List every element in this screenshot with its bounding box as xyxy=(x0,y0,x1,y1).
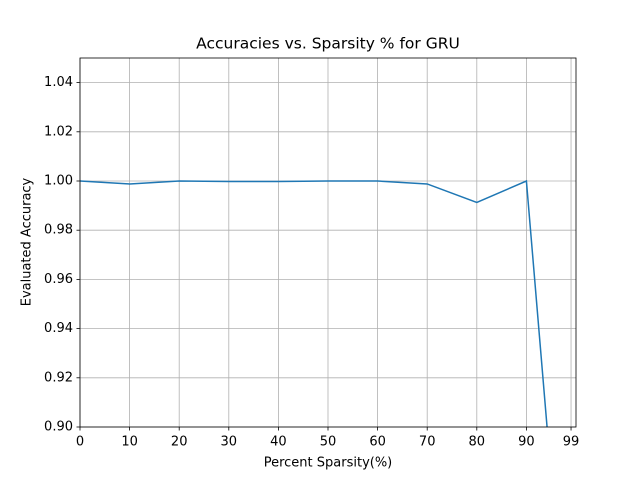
x-tick-label: 90 xyxy=(518,435,535,450)
y-tick-label: 1.00 xyxy=(44,174,73,189)
x-tick-label: 10 xyxy=(121,435,138,450)
x-tick-label: 99 xyxy=(563,435,580,450)
x-tick-label: 0 xyxy=(76,435,84,450)
y-tick-label: 0.94 xyxy=(44,321,73,336)
x-tick-label: 30 xyxy=(221,435,238,450)
y-tick-label: 0.92 xyxy=(44,370,73,385)
x-tick-label: 80 xyxy=(469,435,486,450)
y-tick-label: 1.04 xyxy=(44,75,73,90)
y-tick-label: 0.90 xyxy=(44,420,73,435)
data-line xyxy=(80,179,548,427)
x-axis-label: Percent Sparsity(%) xyxy=(264,456,393,471)
x-tick-label: 60 xyxy=(369,435,386,450)
x-tick-label: 20 xyxy=(171,435,188,450)
y-tick-label: 0.98 xyxy=(44,223,73,238)
plot-frame xyxy=(79,57,577,428)
y-axis-label: Evaluated Accuracy xyxy=(20,177,35,306)
chart-title: Accuracies vs. Sparsity % for GRU xyxy=(196,35,460,53)
x-tick-label: 40 xyxy=(270,435,287,450)
x-tick-label: 50 xyxy=(320,435,337,450)
x-tick-label: 70 xyxy=(419,435,436,450)
y-tick-label: 0.96 xyxy=(44,272,73,287)
y-tick-label: 1.02 xyxy=(44,124,73,139)
